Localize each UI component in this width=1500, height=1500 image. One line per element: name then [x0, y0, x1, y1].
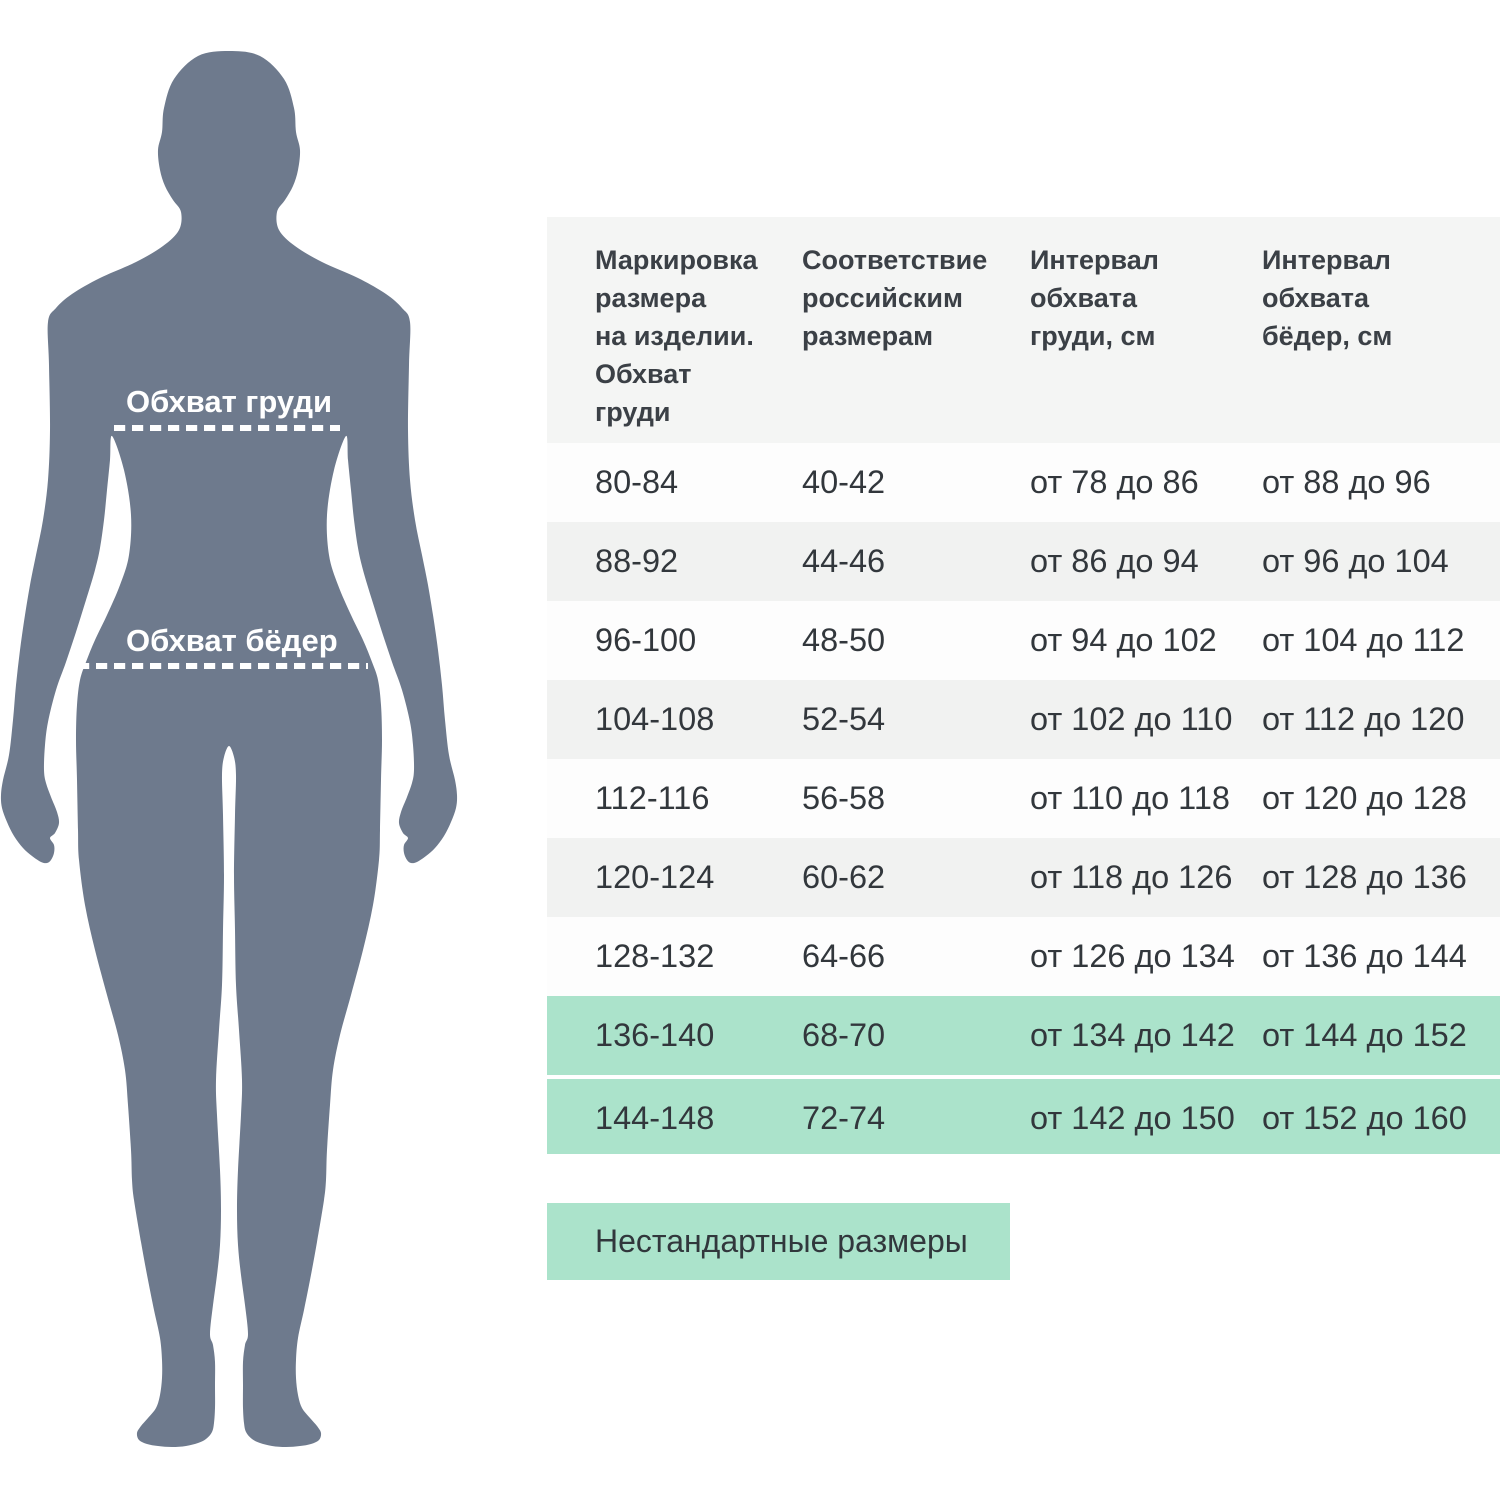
svg-text:Обхват бёдер: Обхват бёдер: [126, 623, 338, 658]
svg-text:Обхват груди: Обхват груди: [126, 384, 332, 419]
